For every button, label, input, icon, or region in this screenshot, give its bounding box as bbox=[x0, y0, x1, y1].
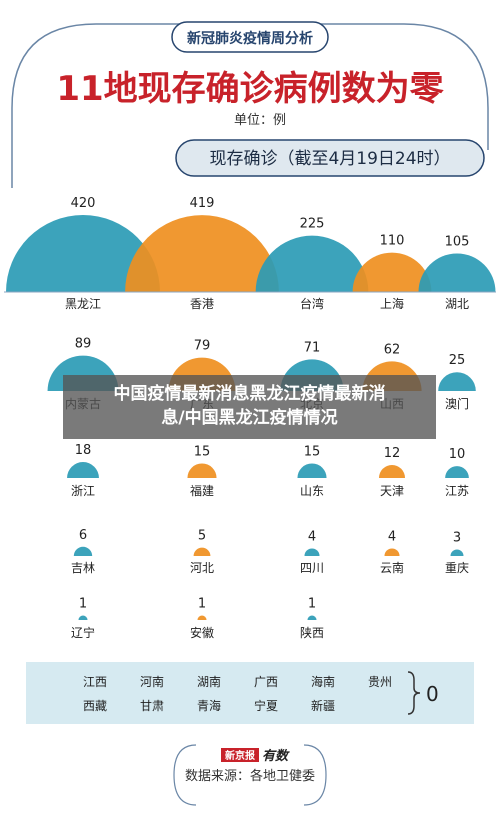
semicircle-mark bbox=[304, 548, 320, 556]
semicircle-mark bbox=[6, 215, 160, 292]
value-label: 6 bbox=[79, 528, 87, 543]
semicircle-mark bbox=[307, 615, 317, 620]
region-label: 上海 bbox=[380, 296, 404, 311]
header-badge: 新冠肺炎疫情周分析 bbox=[187, 30, 313, 47]
semicircle-mark bbox=[378, 464, 406, 478]
value-label: 4 bbox=[308, 529, 316, 544]
title-overlay: 中国疫情最新消息黑龙江疫情最新消 息/中国黑龙江疫情情况 bbox=[63, 375, 436, 439]
value-label: 420 bbox=[71, 196, 96, 211]
footer: 新京报 有数 数据来源：各地卫健委 bbox=[173, 744, 327, 806]
region-label: 四川 bbox=[300, 561, 324, 575]
value-label: 89 bbox=[75, 337, 92, 352]
value-label: 225 bbox=[300, 217, 325, 232]
region-label: 天津 bbox=[380, 484, 404, 498]
overlay-line-1: 中国疫情最新消息黑龙江疫情最新消 bbox=[113, 384, 386, 404]
chart: 420黑龙江419香港225台湾110上海105湖北89内蒙古79广东71北京6… bbox=[4, 196, 496, 640]
value-label: 71 bbox=[304, 340, 321, 355]
value-label: 1 bbox=[198, 597, 206, 612]
semicircle-mark bbox=[125, 215, 279, 292]
semicircle-mark bbox=[445, 466, 469, 478]
semicircle-mark bbox=[255, 235, 369, 292]
semicircle-mark bbox=[438, 372, 476, 391]
zero-region-label: 广西 bbox=[254, 675, 278, 689]
region-label: 吉林 bbox=[71, 561, 95, 575]
region-label: 浙江 bbox=[71, 484, 95, 498]
region-label: 福建 bbox=[190, 483, 214, 498]
subtitle-pill bbox=[175, 139, 485, 177]
value-label: 12 bbox=[384, 446, 401, 461]
zero-region-label: 江西 bbox=[83, 675, 107, 689]
semicircle-mark bbox=[73, 546, 93, 556]
region-label: 江苏 bbox=[445, 484, 469, 498]
zero-region-label: 甘肃 bbox=[140, 699, 164, 713]
value-label: 1 bbox=[79, 597, 87, 612]
zero-region-label: 青海 bbox=[197, 698, 221, 713]
semicircle-mark bbox=[197, 615, 207, 620]
value-label: 105 bbox=[445, 235, 470, 250]
footer-left-bracket bbox=[173, 744, 197, 806]
logo-script: 有数 bbox=[262, 748, 290, 764]
value-label: 10 bbox=[449, 447, 466, 462]
region-label: 湖北 bbox=[445, 296, 469, 311]
region-label: 山东 bbox=[300, 484, 324, 498]
zero-region-label: 贵州 bbox=[368, 675, 392, 689]
zero-region-label: 湖南 bbox=[197, 674, 221, 689]
semicircle-mark bbox=[193, 547, 211, 556]
semicircle-mark bbox=[297, 463, 327, 478]
semicircle-mark bbox=[187, 463, 217, 478]
region-label: 辽宁 bbox=[71, 625, 95, 640]
value-label: 3 bbox=[453, 530, 461, 545]
value-label: 79 bbox=[194, 339, 211, 354]
semicircle-mark bbox=[418, 253, 496, 292]
region-label: 香港 bbox=[190, 297, 214, 311]
footer-right-bracket bbox=[303, 744, 327, 806]
region-label: 陕西 bbox=[300, 625, 324, 640]
zero-value: 0 bbox=[426, 682, 439, 706]
headline: 11地现存确诊病例数为零 bbox=[56, 69, 444, 109]
region-label: 重庆 bbox=[445, 561, 469, 575]
source-text: 数据来源：各地卫健委 bbox=[185, 768, 315, 784]
zero-region-label: 宁夏 bbox=[254, 698, 278, 713]
value-label: 110 bbox=[380, 234, 405, 249]
zero-region-label: 海南 bbox=[311, 674, 335, 689]
header: 新冠肺炎疫情周分析 11地现存确诊病例数为零 单位：例 现存确诊（截至4月19日… bbox=[11, 21, 489, 188]
value-label: 15 bbox=[194, 444, 211, 459]
value-label: 419 bbox=[190, 196, 215, 211]
value-label: 1 bbox=[308, 597, 316, 612]
region-label: 黑龙江 bbox=[65, 297, 101, 311]
value-label: 25 bbox=[449, 353, 466, 368]
value-label: 62 bbox=[384, 342, 401, 357]
value-label: 5 bbox=[198, 529, 206, 544]
region-label: 河北 bbox=[190, 561, 214, 575]
value-label: 15 bbox=[304, 444, 321, 459]
overlay-line-2: 息/中国黑龙江疫情情况 bbox=[161, 408, 338, 428]
semicircle-mark bbox=[450, 549, 464, 556]
region-label: 安徽 bbox=[190, 625, 214, 640]
unit-label: 单位：例 bbox=[234, 113, 286, 128]
zero-region-label: 新疆 bbox=[311, 698, 335, 713]
value-label: 4 bbox=[388, 529, 396, 544]
zero-regions-background bbox=[26, 662, 474, 724]
logo-text: 新京报 bbox=[225, 749, 255, 762]
subtitle: 现存确诊（截至4月19日24时） bbox=[209, 149, 450, 169]
semicircle-mark bbox=[384, 548, 400, 556]
region-label: 澳门 bbox=[445, 396, 469, 411]
semicircle-mark bbox=[78, 615, 88, 620]
logo-box bbox=[221, 748, 259, 762]
region-label: 台湾 bbox=[300, 296, 324, 311]
zero-region-label: 西藏 bbox=[83, 699, 107, 713]
region-label: 云南 bbox=[380, 560, 404, 575]
header-badge-box bbox=[171, 21, 329, 53]
semicircle-mark bbox=[67, 462, 99, 478]
value-label: 18 bbox=[75, 443, 92, 458]
brace bbox=[407, 671, 421, 715]
semicircle-mark bbox=[352, 252, 432, 292]
zero-region-label: 河南 bbox=[140, 674, 164, 689]
